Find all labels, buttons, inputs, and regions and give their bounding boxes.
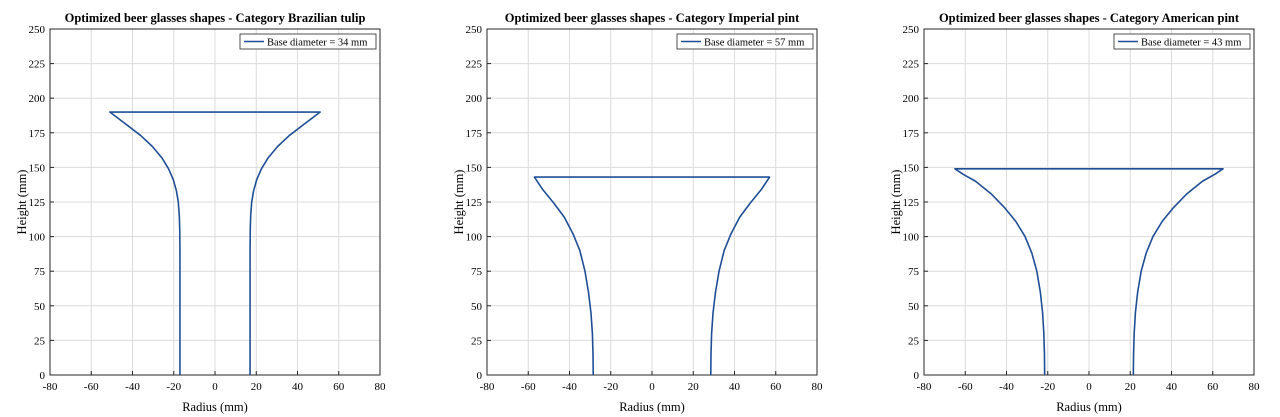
- chart-1-x-tick-label: 0: [212, 381, 218, 393]
- chart-1-y-tick-label: 75: [34, 266, 46, 278]
- chart-3-title: Optimized beer glasses shapes - Category…: [939, 11, 1240, 25]
- chart-1-legend-box: [239, 33, 377, 50]
- chart-svg: -80 -60 -40 -20 0 20 40 60 80 0 25 50 75 100 125 150 175…: [889, 11, 1261, 414]
- chart-2-x-tick-label: 0: [649, 381, 655, 393]
- chart-3-x-tick-label: -20: [1040, 381, 1055, 393]
- chart-2-legend-label: Base diameter = 57 mm: [704, 37, 804, 48]
- chart-panel-american-pint: -80 -60 -40 -20 0 20 40 60 80 0 25 50 75 100 125 150 175…: [874, 0, 1280, 417]
- chart-1-x-tick-label: -60: [84, 381, 99, 393]
- chart-1-x-tick-label: 60: [333, 381, 345, 393]
- chart-1-y-tick-label: 175: [29, 128, 46, 140]
- chart-1-x-tick-label: -40: [125, 381, 140, 393]
- chart-3-y-tick-label: 175: [903, 128, 920, 140]
- chart-1-y-tick-label: 150: [29, 162, 46, 174]
- chart-3-x-tick-label: 80: [1249, 381, 1261, 393]
- chart-1-x-tick-label: 40: [292, 381, 304, 393]
- chart-1-y-tick-label: 0: [40, 370, 46, 382]
- chart-2-y-tick-label: 0: [477, 370, 483, 382]
- chart-2-y-tick-label: 225: [466, 59, 483, 71]
- chart-3-legend-label: Base diameter = 43 mm: [1141, 37, 1241, 48]
- chart-svg: -80 -60 -40 -20 0 20 40 60 80 0 25 50 75 100 125 150 175…: [15, 11, 387, 414]
- chart-1-y-tick-label: 125: [29, 197, 46, 209]
- chart-1-y-tick-label: 50: [34, 301, 46, 313]
- chart-1-title: Optimized beer glasses shapes - Category…: [65, 11, 366, 25]
- chart-1-y-tick-label: 100: [29, 232, 46, 244]
- chart-panel-imperial-pint: -80 -60 -40 -20 0 20 40 60 80 0 25 50 75 100 125 150 175…: [437, 0, 857, 417]
- chart-2-x-tick-label: -40: [562, 381, 577, 393]
- chart-2-x-tick-label: -80: [480, 381, 495, 393]
- chart-3-y-tick-label: 250: [903, 24, 920, 36]
- chart-2-y-tick-label: 50: [471, 301, 483, 313]
- chart-1-x-tick-label: 80: [375, 381, 387, 393]
- chart-2-legend-box: [676, 33, 814, 50]
- chart-2-y-tick-label: 25: [471, 335, 483, 347]
- chart-1-x-tick-label: -80: [43, 381, 58, 393]
- chart-2-y-axis-label: Height (mm): [452, 170, 466, 235]
- chart-3-series-line: [954, 167, 1224, 376]
- chart-1-legend-label: Base diameter = 34 mm: [267, 37, 367, 48]
- chart-1-y-axis-label: Height (mm): [15, 170, 29, 235]
- chart-3-x-tick-label: -80: [917, 381, 932, 393]
- chart-3-y-tick-label: 200: [903, 93, 920, 105]
- chart-2-x-tick-label: 40: [729, 381, 741, 393]
- chart-3-x-tick-label: 60: [1207, 381, 1219, 393]
- chart-1-series-line: [109, 111, 321, 375]
- chart-2-y-tick-label: 250: [466, 24, 483, 36]
- chart-2-series-line: [533, 176, 771, 376]
- chart-3-x-axis-label: Radius (mm): [1056, 400, 1122, 414]
- chart-2-x-tick-label: 60: [770, 381, 782, 393]
- chart-3-y-tick-label: 225: [903, 59, 920, 71]
- chart-2-x-axis-label: Radius (mm): [619, 400, 685, 414]
- chart-1-x-axis-label: Radius (mm): [182, 400, 248, 414]
- chart-3-y-tick-label: 100: [903, 232, 920, 244]
- chart-1-y-tick-label: 200: [29, 93, 46, 105]
- chart-3-y-tick-label: 125: [903, 197, 920, 209]
- chart-3-legend-box: [1113, 33, 1251, 50]
- chart-3-y-tick-label: 50: [908, 301, 920, 313]
- chart-2-y-tick-label: 150: [466, 162, 483, 174]
- chart-1-y-tick-label: 250: [29, 24, 46, 36]
- chart-3-y-tick-label: 75: [908, 266, 920, 278]
- chart-2-title: Optimized beer glasses shapes - Category…: [505, 11, 800, 25]
- chart-panel-brazilian-tulip: -80 -60 -40 -20 0 20 40 60 80 0 25 50 75 100 125 150 175…: [0, 0, 420, 417]
- chart-1-y-tick-label: 225: [29, 59, 46, 71]
- chart-2-y-tick-label: 200: [466, 93, 483, 105]
- chart-1-x-tick-label: 20: [251, 381, 263, 393]
- chart-3-x-tick-label: 0: [1086, 381, 1092, 393]
- chart-1-x-tick-label: -20: [166, 381, 181, 393]
- chart-3-y-axis-label: Height (mm): [889, 170, 903, 235]
- chart-3-x-tick-label: -60: [958, 381, 973, 393]
- chart-2-x-tick-label: 20: [688, 381, 700, 393]
- chart-2-x-tick-label: -60: [521, 381, 536, 393]
- chart-1-y-tick-label: 25: [34, 335, 46, 347]
- chart-3-y-tick-label: 25: [908, 335, 920, 347]
- chart-2-y-tick-label: 100: [466, 232, 483, 244]
- chart-2-y-tick-label: 175: [466, 128, 483, 140]
- chart-2-y-tick-label: 75: [471, 266, 483, 278]
- chart-3-y-tick-label: 0: [914, 370, 920, 382]
- chart-2-x-tick-label: 80: [812, 381, 824, 393]
- chart-3-x-tick-label: 20: [1125, 381, 1137, 393]
- chart-3-y-tick-label: 150: [903, 162, 920, 174]
- chart-2-x-tick-label: -20: [603, 381, 618, 393]
- chart-svg: -80 -60 -40 -20 0 20 40 60 80 0 25 50 75 100 125 150 175…: [452, 11, 824, 414]
- chart-2-y-tick-label: 125: [466, 197, 483, 209]
- chart-3-x-tick-label: -40: [999, 381, 1014, 393]
- chart-3-x-tick-label: 40: [1166, 381, 1178, 393]
